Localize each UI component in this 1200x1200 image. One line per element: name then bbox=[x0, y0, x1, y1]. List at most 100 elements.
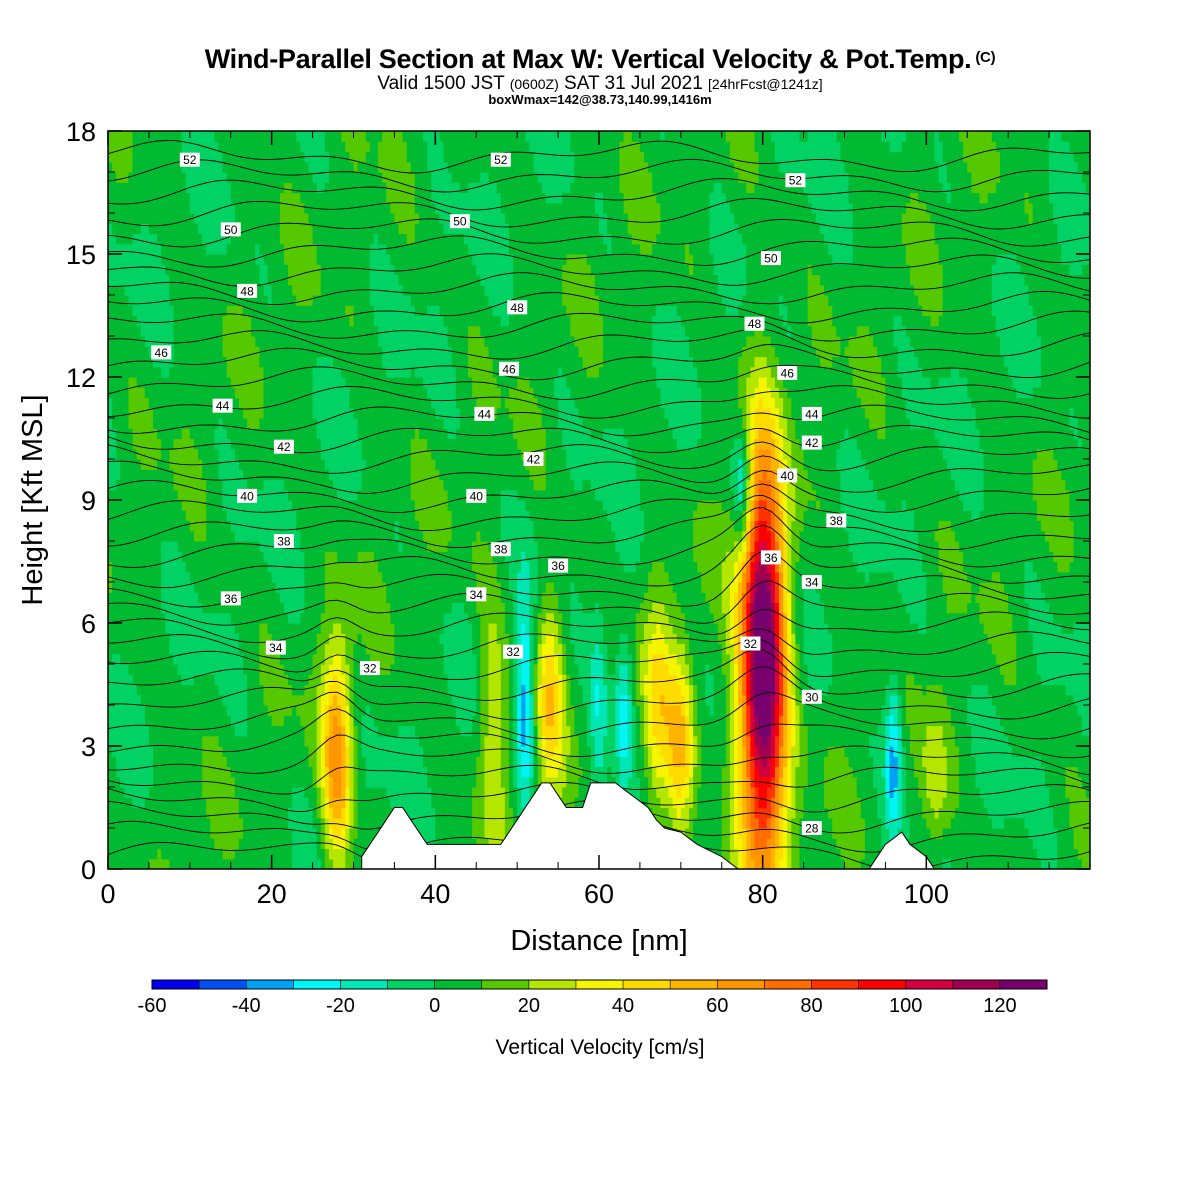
field-cell bbox=[341, 776, 346, 788]
field-cell bbox=[124, 151, 130, 163]
field-cell bbox=[148, 756, 154, 768]
field-cell bbox=[177, 305, 183, 317]
field-cell bbox=[275, 561, 281, 573]
field-cell bbox=[259, 838, 265, 850]
field-cell bbox=[288, 243, 293, 255]
field-cell bbox=[308, 807, 314, 819]
field-cell bbox=[153, 735, 158, 747]
field-cell bbox=[238, 223, 244, 235]
field-cell bbox=[226, 602, 232, 614]
field-cell bbox=[234, 407, 240, 419]
field-cell bbox=[271, 520, 277, 532]
field-cell bbox=[234, 213, 240, 224]
field-cell bbox=[206, 623, 211, 634]
field-cell bbox=[275, 407, 281, 419]
field-cell bbox=[312, 264, 318, 276]
field-cell bbox=[189, 582, 195, 593]
field-cell bbox=[169, 520, 175, 532]
field-cell bbox=[382, 418, 387, 429]
field-cell bbox=[153, 295, 158, 306]
field-cell bbox=[124, 213, 130, 224]
field-cell bbox=[161, 325, 166, 337]
field-cell bbox=[369, 202, 375, 214]
field-cell bbox=[214, 571, 220, 583]
field-cell bbox=[328, 582, 334, 593]
field-cell bbox=[365, 541, 371, 552]
field-cell bbox=[275, 500, 281, 511]
field-cell bbox=[124, 725, 130, 737]
field-cell bbox=[173, 571, 179, 583]
field-cell bbox=[144, 284, 150, 296]
field-cell bbox=[263, 346, 269, 358]
field-cell bbox=[382, 192, 387, 204]
field-cell bbox=[198, 756, 203, 768]
field-cell bbox=[283, 817, 289, 829]
field-cell bbox=[333, 315, 338, 327]
field-cell bbox=[300, 746, 305, 757]
field-cell bbox=[369, 756, 375, 768]
field-cell bbox=[189, 295, 195, 306]
field-cell bbox=[365, 807, 371, 819]
field-cell bbox=[312, 510, 318, 522]
field-cell bbox=[193, 377, 199, 388]
field-cell bbox=[169, 571, 175, 583]
field-cell bbox=[222, 284, 228, 296]
field-cell bbox=[247, 254, 252, 265]
field-cell bbox=[251, 602, 256, 614]
field-cell bbox=[316, 366, 322, 378]
field-cell bbox=[353, 448, 359, 460]
field-cell bbox=[234, 448, 240, 460]
field-cell bbox=[251, 817, 256, 829]
field-cell bbox=[304, 459, 310, 470]
field-cell bbox=[108, 151, 113, 163]
field-cell bbox=[214, 602, 220, 614]
field-cell bbox=[247, 571, 252, 583]
field-cell bbox=[238, 233, 244, 245]
field-cell bbox=[333, 202, 338, 214]
field-cell bbox=[238, 366, 244, 378]
field-cell bbox=[218, 346, 224, 358]
field-cell bbox=[259, 387, 265, 399]
field-cell bbox=[161, 182, 166, 194]
field-cell bbox=[333, 131, 338, 142]
field-cell bbox=[369, 213, 375, 224]
field-cell bbox=[222, 602, 228, 614]
field-cell bbox=[271, 776, 277, 788]
field-cell bbox=[112, 807, 117, 819]
field-cell bbox=[337, 213, 342, 224]
field-cell bbox=[308, 305, 314, 317]
field-cell bbox=[300, 161, 305, 173]
field-cell bbox=[136, 192, 142, 204]
field-cell bbox=[373, 828, 379, 839]
field-cell bbox=[341, 397, 346, 409]
field-cell bbox=[124, 387, 130, 399]
field-cell bbox=[165, 674, 170, 686]
field-cell bbox=[136, 479, 142, 491]
field-cell bbox=[275, 213, 281, 224]
field-cell bbox=[312, 735, 318, 747]
field-cell bbox=[132, 766, 138, 778]
field-cell bbox=[165, 735, 170, 747]
field-cell bbox=[312, 766, 318, 778]
field-cell bbox=[222, 705, 228, 716]
field-cell bbox=[165, 653, 170, 665]
field-cell bbox=[206, 469, 211, 481]
field-cell bbox=[136, 295, 142, 306]
field-cell bbox=[263, 725, 269, 737]
field-cell bbox=[341, 182, 346, 194]
field-cell bbox=[222, 674, 228, 686]
field-cell bbox=[169, 756, 175, 768]
field-cell bbox=[357, 233, 363, 245]
field-cell bbox=[226, 541, 232, 552]
field-cell bbox=[390, 582, 396, 593]
field-cell bbox=[124, 807, 130, 819]
field-cell bbox=[312, 828, 318, 839]
field-cell bbox=[304, 561, 310, 573]
field-cell bbox=[357, 274, 363, 286]
field-cell bbox=[382, 551, 387, 563]
field-cell bbox=[328, 141, 334, 153]
field-cell bbox=[275, 828, 281, 839]
field-cell bbox=[361, 397, 367, 409]
field-cell bbox=[279, 674, 285, 686]
field-cell bbox=[157, 787, 162, 798]
